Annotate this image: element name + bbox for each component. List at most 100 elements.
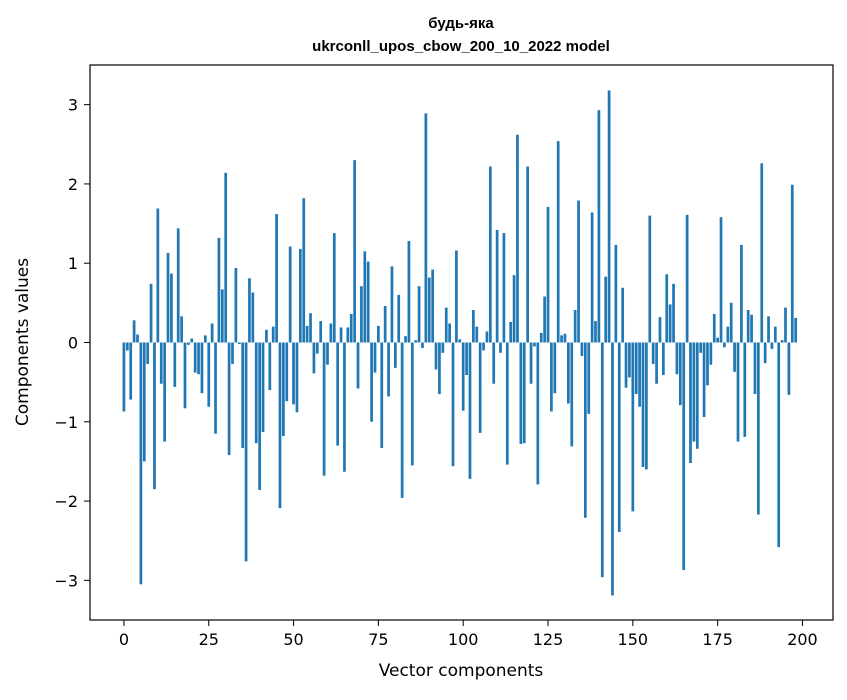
bar-58: [319, 321, 323, 343]
bar-143: [607, 90, 611, 343]
bar-3: [132, 320, 136, 343]
bar-132: [570, 342, 574, 447]
bar-23: [200, 342, 204, 394]
bar-182: [740, 244, 743, 343]
bar-79: [390, 266, 394, 343]
bar-35: [241, 342, 245, 448]
y-axis-label: Components values: [13, 258, 33, 426]
bar-155: [648, 215, 652, 343]
bar-54: [305, 325, 309, 343]
bar-5: [139, 342, 143, 585]
plot-frame: [89, 64, 834, 621]
bar-124: [543, 296, 546, 343]
bar-189: [763, 342, 767, 364]
bar-50: [292, 342, 295, 405]
bar-142: [604, 276, 608, 343]
bar-190: [767, 316, 770, 343]
bar-9: [153, 342, 156, 490]
bar-13: [166, 252, 170, 343]
bar-108: [488, 166, 492, 343]
bar-162: [672, 283, 675, 343]
bar-149: [628, 342, 631, 378]
bar-186: [753, 342, 757, 395]
bar-33: [234, 267, 238, 343]
bar-40: [258, 342, 261, 490]
bar-78: [387, 342, 390, 397]
bar-86: [414, 340, 418, 343]
bar-163: [675, 342, 679, 375]
bar-76: [380, 342, 384, 448]
bar-112: [502, 233, 506, 343]
bar-148: [624, 342, 628, 388]
bar-195: [784, 307, 787, 343]
bar-97: [451, 342, 455, 467]
bar-17: [180, 316, 183, 343]
y-tick-label: 2: [68, 175, 78, 194]
bars-group: [122, 90, 798, 596]
bar-130: [563, 333, 567, 343]
bar-181: [736, 342, 740, 442]
bar-91: [431, 269, 435, 343]
bar-7: [146, 342, 150, 364]
y-tick-label: 1: [68, 254, 78, 273]
bar-167: [689, 342, 692, 464]
x-tick-label: 125: [533, 630, 564, 649]
x-tick-label: 100: [448, 630, 479, 649]
bar-122: [536, 342, 540, 485]
bar-43: [268, 342, 272, 391]
bar-197: [790, 184, 794, 343]
bar-60: [326, 342, 329, 365]
bar-152: [638, 342, 641, 407]
bar-55: [309, 313, 312, 343]
bar-156: [651, 342, 655, 364]
bar-102: [468, 342, 472, 479]
bar-31: [227, 342, 231, 456]
bar-104: [475, 326, 479, 343]
bar-144: [611, 342, 614, 596]
bar-150: [631, 342, 635, 512]
bar-114: [509, 321, 513, 343]
y-tick-label: 3: [68, 96, 78, 115]
bar-66: [346, 327, 350, 343]
bar-109: [492, 342, 496, 384]
bar-77: [383, 306, 387, 343]
bar-115: [512, 275, 516, 343]
bar-161: [668, 304, 672, 343]
bar-42: [265, 329, 268, 343]
bar-11: [159, 342, 163, 384]
bar-103: [472, 309, 475, 343]
bar-67: [349, 313, 353, 343]
bar-129: [560, 335, 563, 343]
y-tick-label: −2: [54, 492, 78, 511]
bar-98: [455, 250, 458, 343]
x-axis-ticks: 0 25 50 75 100 125 150 175 200: [119, 620, 818, 649]
bar-127: [553, 342, 557, 394]
bar-63: [336, 342, 340, 446]
bar-45: [275, 214, 278, 343]
bar-158: [658, 317, 662, 343]
bar-118: [522, 342, 526, 444]
chart-title-line1: будь-яка: [428, 15, 494, 32]
bar-147: [621, 287, 625, 343]
bar-71: [363, 251, 367, 343]
bar-52: [298, 248, 302, 343]
bar-12: [163, 342, 166, 442]
bar-26: [210, 323, 214, 343]
bar-22: [197, 342, 200, 375]
bar-188: [760, 163, 764, 343]
bar-29: [220, 289, 224, 343]
bar-36: [244, 342, 248, 562]
bar-62: [332, 233, 336, 343]
bar-8: [149, 283, 153, 343]
bar-61: [329, 323, 333, 343]
bar-159: [662, 342, 665, 376]
bar-175: [716, 337, 719, 343]
bar-193: [777, 342, 781, 548]
bar-30: [224, 172, 228, 343]
bar-25: [207, 342, 211, 407]
bar-2: [129, 342, 133, 400]
bar-121: [533, 342, 536, 347]
bar-194: [780, 340, 784, 343]
bar-57: [315, 342, 319, 354]
